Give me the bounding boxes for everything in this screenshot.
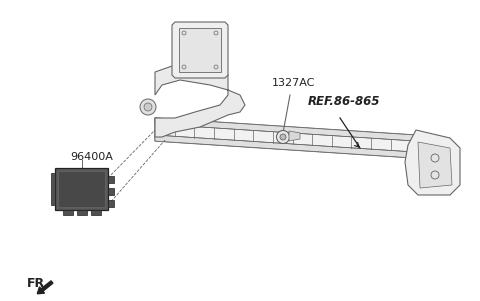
Polygon shape: [418, 142, 452, 188]
Circle shape: [140, 99, 156, 115]
Bar: [51, 173, 55, 205]
Polygon shape: [179, 28, 221, 72]
Bar: [91, 210, 101, 215]
Polygon shape: [155, 65, 245, 137]
Circle shape: [182, 65, 186, 69]
Circle shape: [276, 131, 289, 144]
Polygon shape: [155, 118, 430, 159]
Bar: [108, 200, 114, 207]
Polygon shape: [155, 135, 430, 159]
Bar: [77, 210, 87, 215]
Bar: [108, 176, 114, 183]
Bar: [108, 188, 114, 195]
Text: 1327AC: 1327AC: [272, 78, 315, 88]
Polygon shape: [289, 131, 300, 141]
Bar: [58, 171, 105, 207]
Circle shape: [280, 134, 286, 140]
Polygon shape: [172, 22, 228, 78]
Circle shape: [214, 65, 218, 69]
Circle shape: [431, 171, 439, 179]
Text: 96400A: 96400A: [70, 152, 113, 162]
Circle shape: [431, 154, 439, 162]
Polygon shape: [55, 168, 108, 210]
Circle shape: [182, 31, 186, 35]
Polygon shape: [155, 118, 430, 142]
FancyArrow shape: [37, 281, 53, 294]
Circle shape: [144, 103, 152, 111]
Circle shape: [214, 31, 218, 35]
Polygon shape: [405, 130, 460, 195]
Bar: [63, 210, 73, 215]
Text: REF.86-865: REF.86-865: [308, 95, 380, 108]
Text: FR.: FR.: [27, 277, 50, 290]
